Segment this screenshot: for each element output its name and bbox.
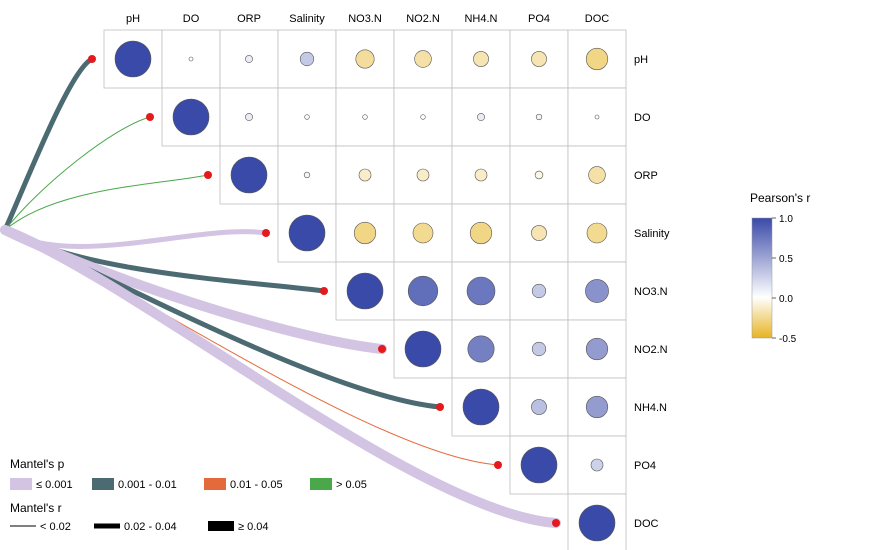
- corr-circle: [289, 215, 325, 251]
- svg-text:Mantel's p: Mantel's p: [10, 457, 65, 471]
- corr-circle: [586, 396, 608, 418]
- corr-circle: [305, 115, 310, 120]
- corr-circle: [417, 169, 429, 181]
- svg-text:1.0: 1.0: [779, 214, 793, 225]
- mantel-endpoint-dot: [146, 113, 154, 121]
- legend-swatch: [10, 478, 32, 490]
- legend-label: 0.02 - 0.04: [124, 521, 177, 533]
- legend-swatch: [92, 478, 114, 490]
- mantel-endpoint-dot: [262, 229, 270, 237]
- corr-circle: [468, 336, 494, 362]
- corr-circle: [354, 222, 376, 244]
- legend-label: ≤ 0.001: [36, 479, 73, 491]
- col-label: pH: [126, 13, 140, 25]
- corr-circle: [245, 55, 252, 62]
- mantel-endpoint-dot: [88, 55, 96, 63]
- corr-circle: [531, 225, 546, 240]
- mantel-endpoint-dot: [204, 171, 212, 179]
- corr-circle: [536, 114, 542, 120]
- row-label: NO2.N: [634, 344, 668, 356]
- corr-circle: [189, 57, 193, 61]
- corr-circle: [579, 505, 615, 541]
- corr-circle: [586, 48, 608, 70]
- corr-circle: [356, 50, 374, 68]
- corr-circle: [470, 222, 492, 244]
- row-label: DOC: [634, 518, 659, 530]
- legend-swatch: [204, 478, 226, 490]
- svg-text:-0.5: -0.5: [779, 334, 797, 345]
- row-label: pH: [634, 54, 648, 66]
- col-label: DOC: [585, 13, 610, 25]
- corr-circle: [595, 115, 599, 119]
- row-label: Salinity: [634, 228, 670, 240]
- corr-circle: [532, 342, 546, 356]
- col-label: NO3.N: [348, 13, 382, 25]
- svg-text:Pearson's r: Pearson's r: [750, 191, 810, 205]
- corr-circle: [421, 115, 426, 120]
- legend-mantel-r: Mantel's r < 0.02 0.02 - 0.04 ≥ 0.04: [10, 501, 269, 533]
- row-label: PO4: [634, 460, 656, 472]
- row-label: DO: [634, 112, 651, 124]
- corr-circle: [589, 167, 606, 184]
- legend-swatch: [310, 478, 332, 490]
- col-label: PO4: [528, 13, 550, 25]
- corr-circle: [463, 389, 499, 425]
- corr-circle: [531, 51, 546, 66]
- corr-circle: [231, 157, 267, 193]
- svg-text:0.5: 0.5: [779, 254, 793, 265]
- corr-circle: [535, 171, 543, 179]
- corr-circle: [245, 113, 252, 120]
- legend-mantel-p: Mantel's p ≤ 0.001 0.001 - 0.01 0.01 - 0.05…: [10, 457, 367, 491]
- corr-circle: [477, 113, 484, 120]
- legend-label: ≥ 0.04: [238, 521, 269, 533]
- corr-circle: [521, 447, 557, 483]
- svg-text:0.0: 0.0: [779, 294, 793, 305]
- legend-label: > 0.05: [336, 479, 367, 491]
- corr-circle: [587, 223, 607, 243]
- corr-circle: [531, 399, 546, 414]
- figure-svg: pH DO ORP Salinity NO3.N NO2.N NH4.N PO4 DOC pH DO…: [0, 0, 889, 550]
- legend-label: 0.001 - 0.01: [118, 479, 177, 491]
- col-label: ORP: [237, 13, 261, 25]
- corr-circle: [408, 276, 438, 306]
- col-label: NO2.N: [406, 13, 440, 25]
- corr-circle: [473, 51, 488, 66]
- col-label: Salinity: [289, 13, 325, 25]
- mantel-endpoint-dot: [494, 461, 502, 469]
- row-label: ORP: [634, 170, 658, 182]
- figure-stage: pH DO ORP Salinity NO3.N NO2.N NH4.N PO4 DOC pH DO…: [0, 0, 889, 550]
- mantel-endpoint-dot: [552, 519, 560, 527]
- corr-circle: [347, 273, 383, 309]
- mantel-endpoint-dot: [378, 345, 386, 353]
- col-label: DO: [183, 13, 200, 25]
- legend-label: < 0.02: [40, 521, 71, 533]
- corr-circle: [591, 459, 603, 471]
- legend-label: 0.01 - 0.05: [230, 479, 283, 491]
- pearson-colorbar: Pearson's r 1.0 0.5 0.0 -0.5: [750, 191, 810, 345]
- corr-circle: [300, 52, 314, 66]
- corr-circle: [585, 279, 608, 302]
- row-label: NO3.N: [634, 286, 668, 298]
- corr-circle: [475, 169, 487, 181]
- corr-circle: [415, 51, 432, 68]
- corr-circle: [115, 41, 151, 77]
- row-label: NH4.N: [634, 402, 667, 414]
- corr-circle: [304, 172, 310, 178]
- corr-circle: [586, 338, 608, 360]
- corr-circle: [359, 169, 371, 181]
- mantel-endpoint-dot: [436, 403, 444, 411]
- correlation-circles: [115, 41, 615, 541]
- mantel-endpoint-dot: [320, 287, 328, 295]
- corr-circle: [173, 99, 209, 135]
- col-label: NH4.N: [464, 13, 497, 25]
- mantel-edge: [5, 59, 92, 230]
- corr-circle: [532, 284, 546, 298]
- svg-text:Mantel's r: Mantel's r: [10, 501, 62, 515]
- corr-circle: [405, 331, 441, 367]
- mantel-edge: [5, 175, 208, 230]
- corr-circle: [467, 277, 495, 305]
- corr-circle: [413, 223, 433, 243]
- corr-circle: [363, 115, 368, 120]
